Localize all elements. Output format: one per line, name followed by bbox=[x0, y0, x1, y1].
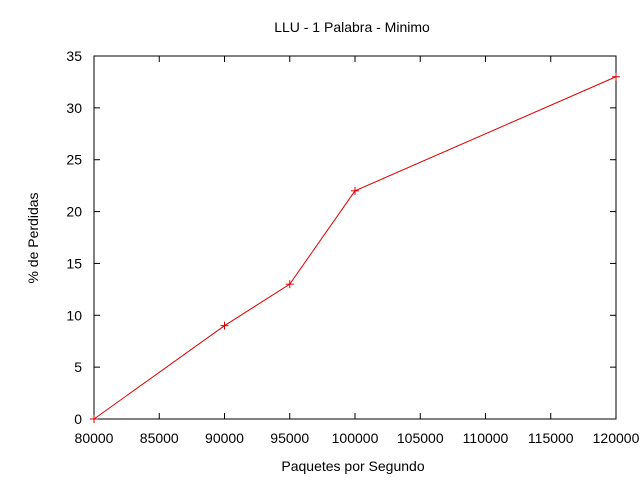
x-tick-label: 95000 bbox=[270, 430, 309, 446]
y-tick-label: 10 bbox=[66, 307, 82, 323]
y-tick-label: 30 bbox=[66, 100, 82, 116]
x-tick-label: 110000 bbox=[463, 430, 509, 446]
x-tick-label: 105000 bbox=[397, 430, 444, 446]
y-tick-label: 20 bbox=[66, 204, 82, 220]
chart-title: LLU - 1 Palabra - Minimo bbox=[274, 19, 430, 35]
y-tick-label: 5 bbox=[74, 359, 82, 375]
x-tick-label: 115000 bbox=[528, 430, 574, 446]
data-point bbox=[285, 280, 294, 289]
y-tick-label: 15 bbox=[66, 255, 82, 271]
x-tick-label: 85000 bbox=[140, 430, 179, 446]
x-tick-label: 100000 bbox=[332, 430, 379, 446]
y-tick-label: 25 bbox=[66, 152, 82, 168]
series-layer bbox=[90, 72, 620, 423]
y-tick-label: 0 bbox=[74, 411, 82, 427]
data-point bbox=[612, 72, 620, 81]
x-tick-label: 120000 bbox=[593, 430, 640, 446]
x-tick-label: 90000 bbox=[205, 430, 244, 446]
y-axis-label: % de Perdidas bbox=[25, 192, 41, 283]
x-axis-ticks: 80000 85000 90000 95000 100000 105000 110000 11… bbox=[75, 56, 640, 446]
x-axis-label: Paquetes por Segundo bbox=[281, 458, 424, 474]
x-tick-label: 80000 bbox=[75, 430, 114, 446]
data-point bbox=[351, 186, 359, 195]
y-tick-label: 35 bbox=[66, 48, 82, 64]
data-point bbox=[220, 321, 229, 330]
y-axis-ticks: 0 5 10 15 20 25 30 35 bbox=[66, 48, 616, 427]
data-point bbox=[90, 415, 98, 423]
